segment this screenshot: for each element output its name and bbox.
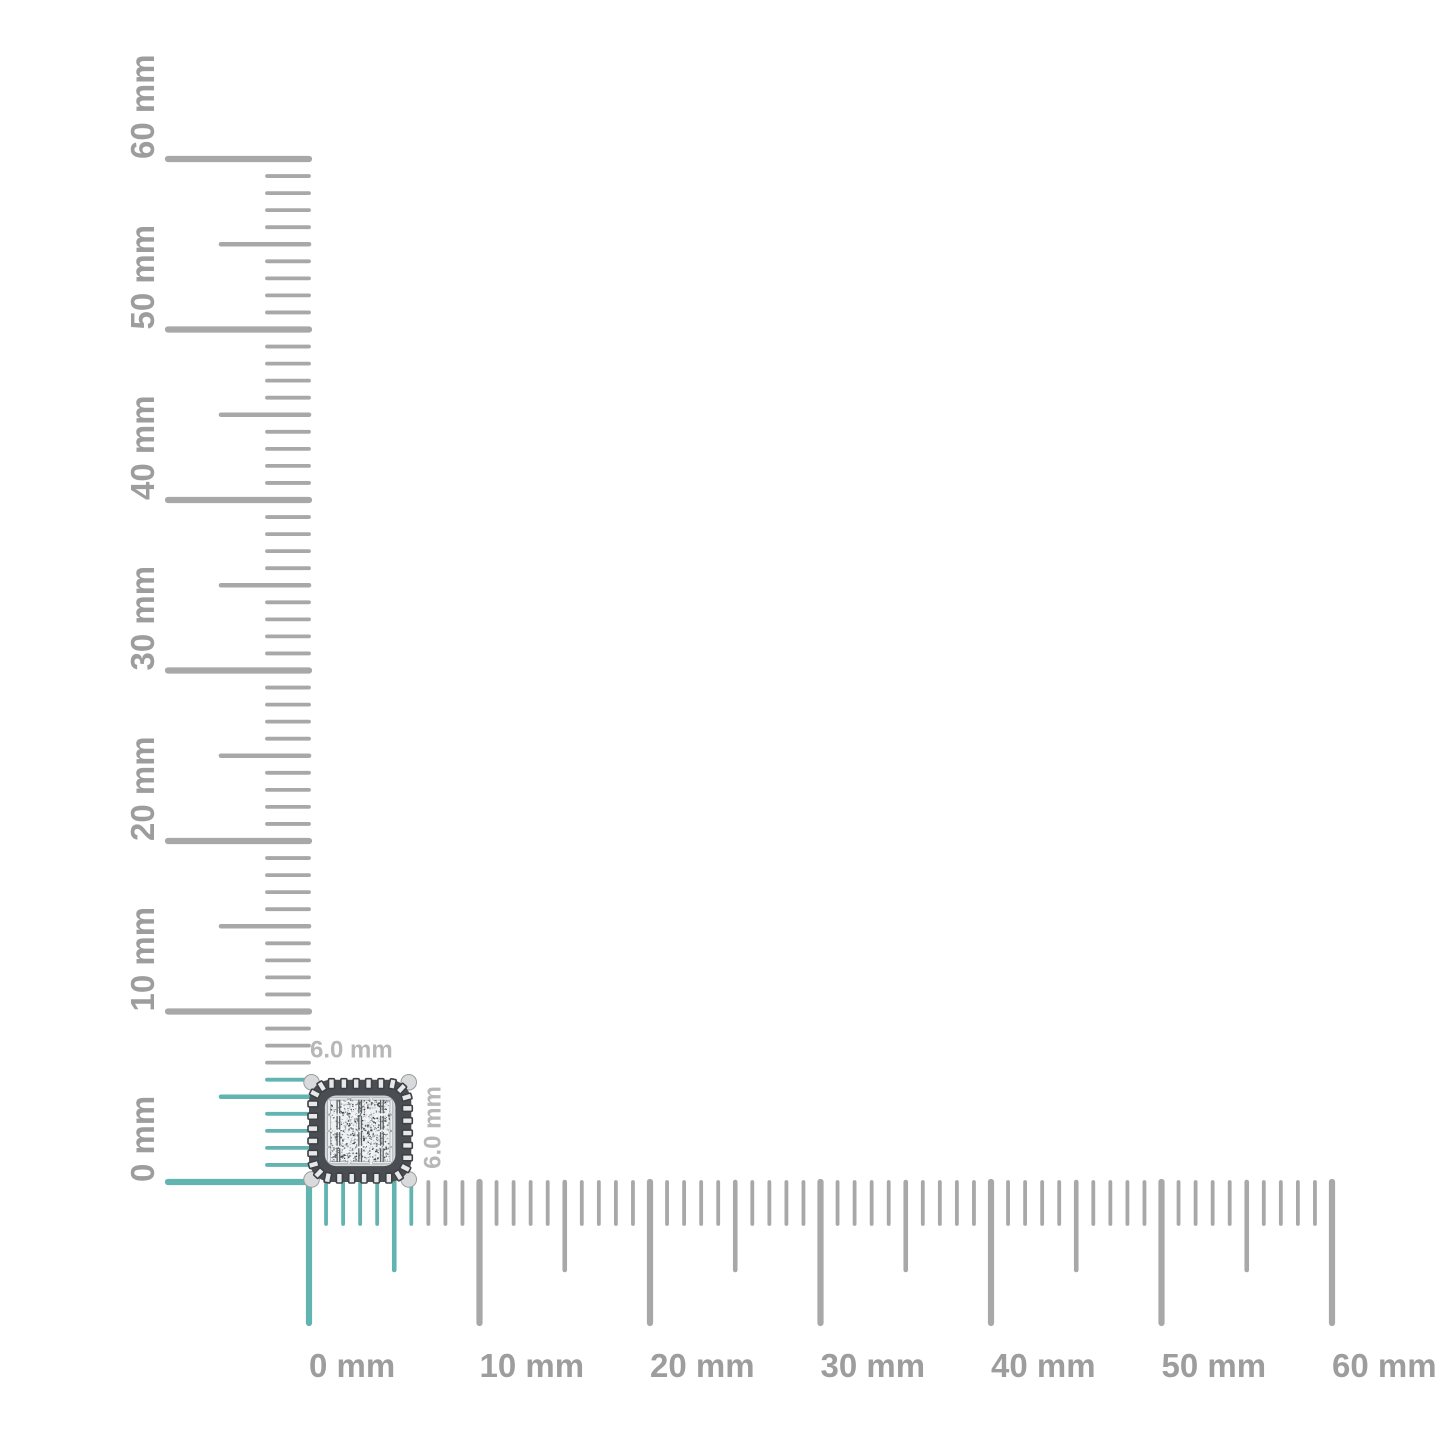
svg-text:6.0 mm: 6.0 mm <box>419 1086 446 1169</box>
svg-text:6.0 mm: 6.0 mm <box>310 1037 393 1064</box>
